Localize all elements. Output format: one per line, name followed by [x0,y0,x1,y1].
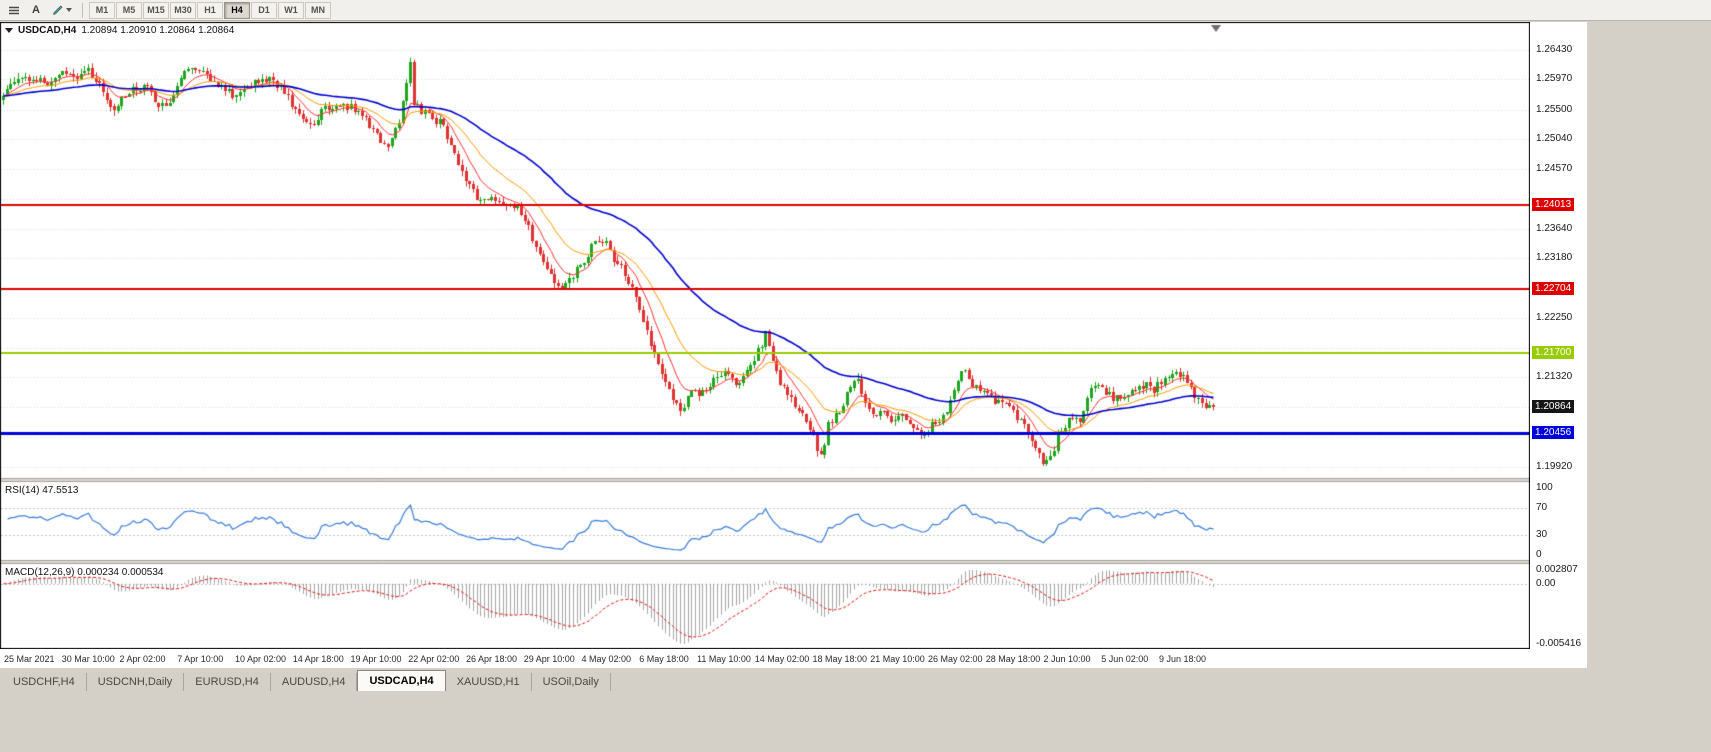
time-axis-label: 26 Apr 18:00 [466,654,518,664]
time-axis-label: 6 May 18:00 [639,654,689,664]
tab-usdcnh-daily[interactable]: USDCNH,Daily [86,673,185,691]
time-axis-label: 29 Apr 10:00 [523,654,575,664]
time-axis-label: 28 May 18:00 [985,654,1041,664]
rsi-scale-label: 0 [1536,549,1542,560]
rsi-scale-label: 30 [1536,529,1548,540]
timeframe-button-mn[interactable]: MN [305,1,331,19]
tab-usoil-daily[interactable]: USOil,Daily [531,673,611,691]
macd-scale-label: 0.002807 [1536,564,1578,575]
pencil-icon [53,5,63,15]
chart-list-button[interactable] [4,2,24,19]
timeframe-group: M1 M5 M15 M30 H1 H4 D1 W1 MN [89,1,332,19]
price-scale-label: 1.22250 [1536,312,1573,323]
status-bar [0,691,1711,752]
price-line-badge: 1.20456 [1532,426,1575,439]
time-axis-label: 9 Jun 18:00 [1159,654,1207,664]
time-axis-label: 2 Jun 10:00 [1043,654,1091,664]
price-line-badge: 1.20864 [1532,400,1575,413]
rsi-scale-label: 100 [1536,482,1553,493]
price-scale-label: 1.25500 [1536,104,1573,115]
price-scale: 1.26430 1.25970 1.25500 1.25040 1.24570 1.236… [1531,22,1587,649]
timeframe-button-m5[interactable]: M5 [116,1,142,19]
chart-dropdown-icon[interactable] [5,28,13,33]
time-axis-label: 14 May 02:00 [754,654,810,664]
price-scale-label: 1.19920 [1536,461,1573,472]
toolbar: A M1 M5 M15 M30 H1 H4 D1 W1 MN [0,0,1711,21]
timeframe-button-m30[interactable]: M30 [170,1,196,19]
text-tool-label: A [32,4,40,16]
chart-window: USDCAD,H4 1.20894 1.20910 1.20864 1.2086… [0,22,1587,668]
time-axis-label: 19 Apr 10:00 [350,654,402,664]
timeframe-button-h1[interactable]: H1 [197,1,223,19]
text-tool-button[interactable]: A [26,2,46,19]
rsi-scale-label: 70 [1536,502,1548,513]
price-line-badge: 1.21700 [1532,346,1575,359]
price-scale-label: 1.25970 [1536,73,1573,84]
time-axis-label: 18 May 18:00 [812,654,868,664]
time-axis-label: 14 Apr 18:00 [292,654,344,664]
price-scale-label: 1.24570 [1536,163,1573,174]
tab-audusd-h4[interactable]: AUDUSD,H4 [270,673,358,691]
timeframe-button-d1[interactable]: D1 [251,1,277,19]
timeframe-button-w1[interactable]: W1 [278,1,304,19]
time-axis-label: 4 May 02:00 [581,654,632,664]
chart-canvas[interactable] [0,22,1530,649]
tab-xauusd-h1[interactable]: XAUUSD,H1 [445,673,532,691]
tab-eurusd-h4[interactable]: EURUSD,H4 [184,673,271,691]
price-scale-label: 1.26430 [1536,44,1573,55]
time-axis-label: 5 Jun 02:00 [1101,654,1149,664]
time-axis-label: 11 May 10:00 [697,654,751,664]
tab-usdchf-h4[interactable]: USDCHF,H4 [2,673,87,691]
time-axis-label: 7 Apr 10:00 [177,654,224,664]
timeframe-button-h4[interactable]: H4 [224,1,250,19]
macd-scale-label: 0.00 [1536,578,1556,589]
price-scale-label: 1.23180 [1536,252,1573,263]
time-axis-label: 21 May 10:00 [870,654,925,664]
price-line-badge: 1.22704 [1532,282,1575,295]
time-axis-label: 26 May 02:00 [928,654,983,664]
timeframe-button-m15[interactable]: M15 [143,1,169,19]
price-line-badge: 1.24013 [1532,198,1575,211]
list-icon [9,6,19,14]
time-axis-label: 22 Apr 02:00 [408,654,460,664]
time-axis: 25 Mar 2021 30 Mar 10:00 2 Apr 02:00 7 Apr … [0,650,1587,668]
price-scale-label: 1.25040 [1536,133,1573,144]
tab-usdcad-h4[interactable]: USDCAD,H4 [357,670,446,691]
macd-scale-label: -0.005416 [1536,638,1582,649]
time-axis-label: 10 Apr 02:00 [235,654,287,664]
time-axis-label: 2 Apr 02:00 [119,654,166,664]
chart-tab-bar: USDCHF,H4 USDCNH,Daily EURUSD,H4 AUDUSD,H4 U… [0,670,1711,691]
price-scale-label: 1.21320 [1536,371,1573,382]
drawing-tool-button[interactable] [48,2,76,19]
timeframe-button-m1[interactable]: M1 [89,1,115,19]
time-axis-label: 30 Mar 10:00 [61,654,115,664]
price-scale-label: 1.23640 [1536,223,1573,234]
chevron-down-icon [66,8,72,12]
toolbar-separator [82,2,83,18]
time-axis-label: 25 Mar 2021 [4,654,55,664]
